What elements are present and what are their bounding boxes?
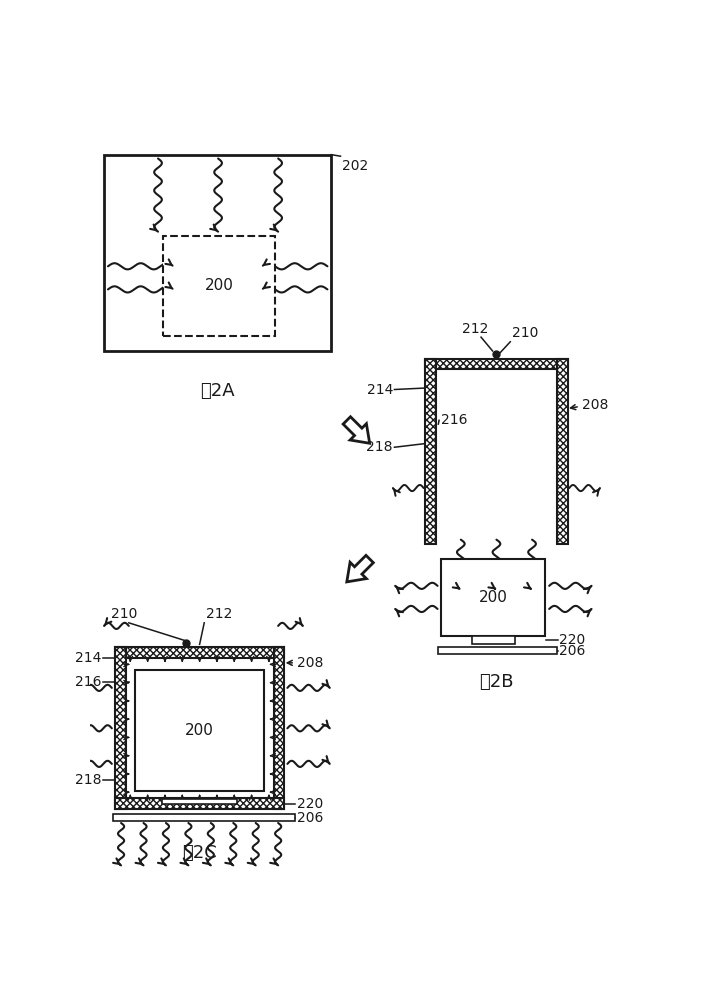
Bar [472, 636, 515, 644]
Text: 208: 208 [581, 398, 608, 412]
Text: 220: 220 [297, 797, 323, 811]
Polygon shape [343, 417, 370, 443]
Text: 图2B: 图2B [479, 673, 513, 691]
Bar [162, 799, 237, 804]
Text: 200: 200 [185, 723, 214, 738]
Bar [426, 359, 568, 369]
Bar [438, 647, 557, 654]
Text: 214: 214 [74, 651, 101, 665]
Bar [126, 658, 273, 798]
Text: 220: 220 [559, 633, 586, 647]
Bar [436, 369, 557, 544]
Bar [135, 670, 264, 791]
Bar [273, 647, 285, 809]
Bar [557, 359, 568, 544]
Text: 210: 210 [111, 607, 137, 621]
Bar [164, 235, 275, 336]
Text: 218: 218 [366, 440, 393, 454]
Bar [426, 359, 436, 544]
Bar [104, 155, 331, 351]
Text: 214: 214 [367, 382, 393, 396]
Bar [115, 647, 285, 658]
Polygon shape [347, 555, 373, 582]
Text: 图2A: 图2A [200, 382, 234, 400]
Text: 200: 200 [479, 590, 508, 605]
Text: 210: 210 [512, 326, 538, 340]
Text: 216: 216 [74, 675, 101, 689]
Text: 图2C: 图2C [182, 844, 217, 862]
Text: 206: 206 [297, 811, 323, 825]
Text: 212: 212 [206, 607, 232, 621]
Bar [115, 647, 126, 809]
Text: 218: 218 [74, 773, 101, 787]
Text: 212: 212 [462, 322, 488, 336]
Text: 200: 200 [205, 278, 234, 293]
Bar [115, 798, 285, 809]
Text: 206: 206 [559, 644, 586, 658]
Text: 216: 216 [440, 413, 467, 427]
Text: 202: 202 [342, 158, 368, 172]
Bar [113, 814, 295, 821]
Text: 208: 208 [297, 656, 323, 670]
Bar [441, 559, 545, 636]
